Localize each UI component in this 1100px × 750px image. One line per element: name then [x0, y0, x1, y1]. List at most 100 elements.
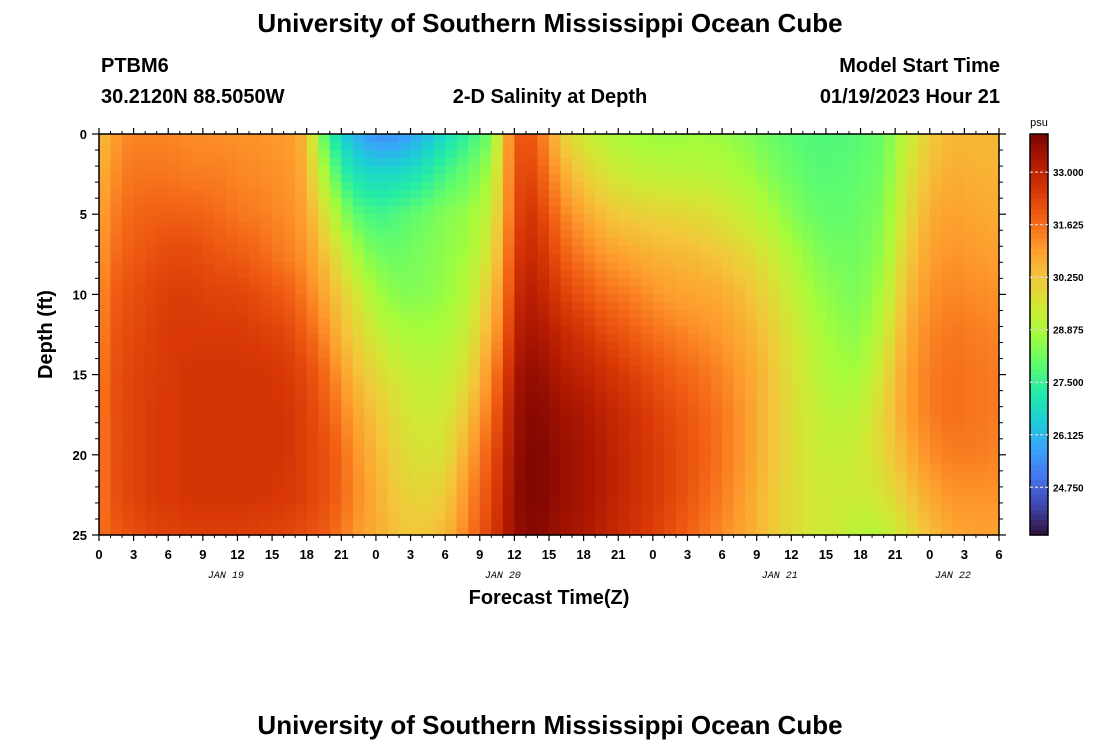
heatmap-cell [733, 190, 746, 199]
heatmap-cell [595, 398, 608, 408]
heatmap-cell [814, 438, 827, 448]
heatmap-cell [606, 294, 619, 304]
heatmap-cell [756, 382, 769, 392]
heatmap-cell [410, 406, 423, 416]
heatmap-cell [722, 510, 735, 520]
heatmap-cell [145, 142, 158, 151]
heatmap-cell [652, 350, 665, 360]
heatmap-cell [699, 486, 712, 496]
heatmap-cell [179, 462, 192, 472]
heatmap-cell [283, 310, 296, 320]
heatmap-cell [249, 502, 262, 512]
heatmap-cell [260, 438, 273, 448]
heatmap-cell [179, 318, 192, 328]
heatmap-cell [572, 190, 585, 199]
heatmap-cell [341, 518, 354, 528]
heatmap-cell [145, 230, 158, 239]
heatmap-cell [272, 350, 285, 360]
heatmap-cell [445, 422, 458, 432]
heatmap-cell [445, 222, 458, 231]
heatmap-cell [560, 342, 573, 352]
heatmap-cell [306, 150, 319, 159]
heatmap-cell [237, 182, 250, 191]
heatmap-cell [560, 278, 573, 287]
heatmap-cell [433, 414, 446, 424]
heatmap-cell [791, 390, 804, 400]
heatmap-cell [768, 214, 781, 223]
heatmap-cell [825, 454, 839, 464]
heatmap-cell [387, 494, 400, 504]
heatmap-cell [341, 246, 354, 255]
heatmap-cell [272, 134, 285, 143]
heatmap-cell [318, 454, 331, 464]
heatmap-cell [895, 150, 908, 159]
heatmap-cell [756, 478, 769, 488]
heatmap-cell [906, 446, 919, 456]
heatmap-cell [802, 486, 815, 496]
colorbar-segment [1030, 319, 1048, 326]
heatmap-cell [202, 262, 215, 271]
heatmap-cell [145, 222, 158, 231]
heatmap-cell [895, 350, 908, 360]
heatmap-cell [699, 150, 712, 159]
heatmap-cell [883, 518, 896, 528]
heatmap-cell [260, 254, 273, 263]
heatmap-cell [860, 446, 873, 456]
heatmap-cell [502, 302, 515, 312]
heatmap-cell [456, 382, 469, 392]
heatmap-cell [329, 526, 342, 536]
heatmap-cell [433, 406, 446, 416]
heatmap-cell [618, 374, 631, 384]
heatmap-cell [791, 518, 804, 528]
colorbar-segment [1030, 284, 1048, 290]
heatmap-cell [410, 166, 423, 175]
heatmap-cell [710, 302, 723, 312]
heatmap-cell [629, 302, 642, 312]
heatmap-cell [214, 174, 227, 183]
heatmap-cell [929, 398, 942, 408]
heatmap-cell [629, 198, 642, 207]
heatmap-cell [664, 222, 677, 231]
heatmap-cell [433, 350, 446, 360]
heatmap-cell [941, 446, 954, 456]
heatmap-cell [514, 374, 527, 384]
heatmap-cell [918, 326, 931, 336]
heatmap-cell [560, 142, 573, 151]
heatmap-cell [145, 398, 158, 408]
heatmap-cell [502, 134, 515, 143]
heatmap-cell [283, 518, 296, 528]
heatmap-cell [906, 366, 919, 376]
heatmap-cell [952, 350, 965, 360]
heatmap-cell [652, 238, 665, 247]
heatmap-cell [468, 190, 481, 199]
heatmap-cell [122, 190, 135, 199]
heatmap-cell [699, 382, 712, 392]
heatmap-cell [329, 478, 342, 488]
heatmap-cell [825, 374, 839, 384]
heatmap-cell [652, 486, 665, 496]
heatmap-cell [387, 526, 400, 536]
heatmap-cell [375, 334, 389, 344]
heatmap-cell [145, 294, 158, 304]
heatmap-cell [837, 318, 850, 328]
heatmap-cell [191, 446, 204, 456]
heatmap-cell [168, 302, 181, 312]
heatmap-cell [491, 310, 504, 320]
heatmap-cell [468, 470, 481, 480]
heatmap-cell [825, 174, 839, 183]
heatmap-cell [906, 270, 919, 279]
heatmap-cell [341, 134, 354, 143]
heatmap-cell [918, 470, 931, 480]
colorbar-segment [1030, 524, 1048, 531]
heatmap-cell [249, 518, 262, 528]
heatmap-cell [525, 414, 539, 424]
heatmap-cell [272, 262, 285, 271]
heatmap-cell [191, 382, 204, 392]
heatmap-cell [456, 366, 469, 376]
heatmap-cell [606, 150, 619, 159]
heatmap-cell [779, 310, 792, 320]
heatmap-cell [295, 326, 308, 336]
heatmap-cell [675, 246, 689, 255]
heatmap-cell [318, 318, 331, 328]
heatmap-cell [883, 318, 896, 328]
